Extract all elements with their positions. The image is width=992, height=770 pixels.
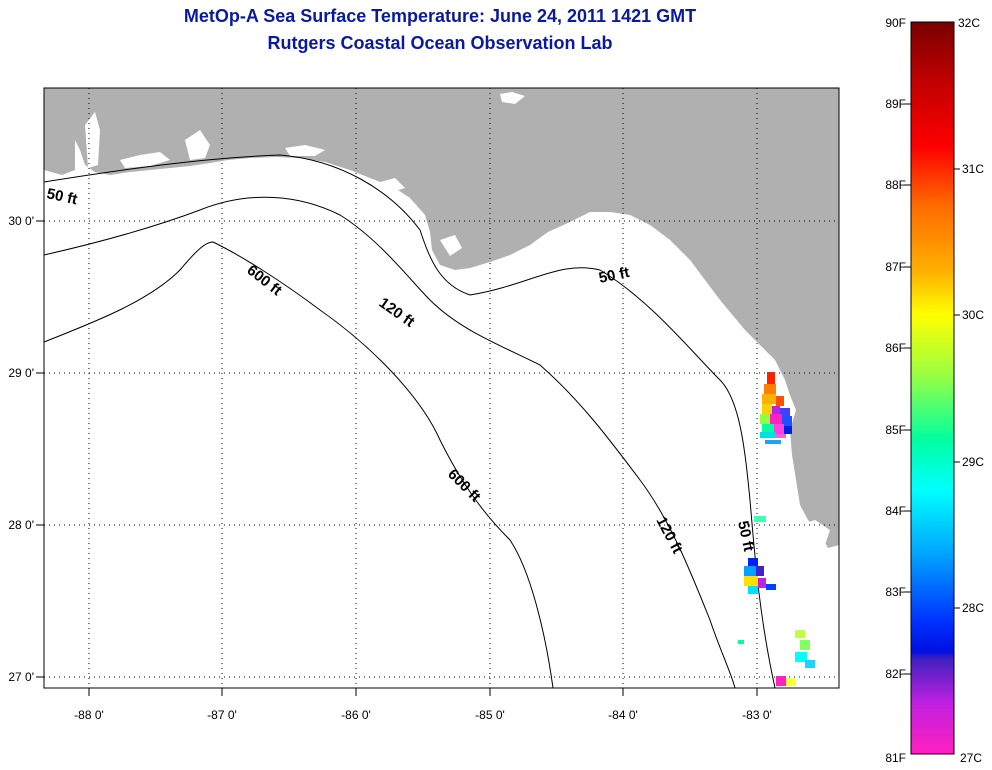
- map-title: MetOp-A Sea Surface Temperature: June 24…: [183, 6, 697, 26]
- tampa-bay-inner: [806, 548, 820, 565]
- colorbar-ticks: [904, 103, 960, 675]
- choctawhatchee-bay: [285, 145, 325, 156]
- bathymetry-contours: [44, 154, 776, 688]
- map-frame: [43, 87, 840, 689]
- colorbar-f-label: 85F: [885, 423, 906, 437]
- colorbar-f-label: 90F: [885, 16, 906, 30]
- lat-label: 27 0': [8, 670, 34, 684]
- st-andrew-bay: [380, 178, 405, 192]
- lon-label: -84 0': [608, 708, 638, 722]
- pensacola-bay: [185, 130, 210, 160]
- colorbar-c-label: 29C: [962, 455, 984, 469]
- map-subtitle: Rutgers Coastal Ocean Observation Lab: [267, 33, 613, 53]
- sst-pixels: [738, 372, 815, 686]
- colorbar-f-label: 86F: [885, 341, 906, 355]
- colorbar-f-label: 82F: [885, 667, 906, 681]
- lat-label: 29 0': [8, 366, 34, 380]
- colorbar: [910, 21, 955, 755]
- contour-label: 50 ft: [45, 185, 79, 208]
- grid-lines: [44, 88, 839, 688]
- colorbar-f-label: 84F: [885, 504, 906, 518]
- coastal-bay: [120, 152, 170, 168]
- tampa-bay: [800, 520, 830, 545]
- land-area: [44, 88, 839, 548]
- colorbar-c-label: 27C: [960, 751, 982, 765]
- colorbar-f-label: 89F: [885, 97, 906, 111]
- lon-label: -85 0': [475, 708, 505, 722]
- colorbar-f-label: 83F: [885, 585, 906, 599]
- colorbar-c-label: 28C: [962, 601, 984, 615]
- tick-marks: [36, 220, 758, 696]
- colorbar-f-label: 87F: [885, 260, 906, 274]
- contour-label: 50 ft: [734, 519, 757, 553]
- lon-label: -86 0': [341, 708, 371, 722]
- lat-label: 30 0': [8, 214, 34, 228]
- colorbar-f-label: 81F: [885, 751, 906, 765]
- colorbar-f-label: 88F: [885, 178, 906, 192]
- lon-label: -88 0': [74, 708, 104, 722]
- lon-label: -87 0': [207, 708, 237, 722]
- lon-label: -83 0': [742, 708, 772, 722]
- contour-label: 50 ft: [597, 264, 631, 287]
- colorbar-c-label: 30C: [962, 308, 984, 322]
- inland-lake: [500, 92, 525, 104]
- colorbar-c-label: 31C: [962, 162, 984, 176]
- lat-label: 28 0': [8, 518, 34, 532]
- apalachicola-bay: [440, 235, 462, 256]
- colorbar-c-label: 32C: [958, 16, 980, 30]
